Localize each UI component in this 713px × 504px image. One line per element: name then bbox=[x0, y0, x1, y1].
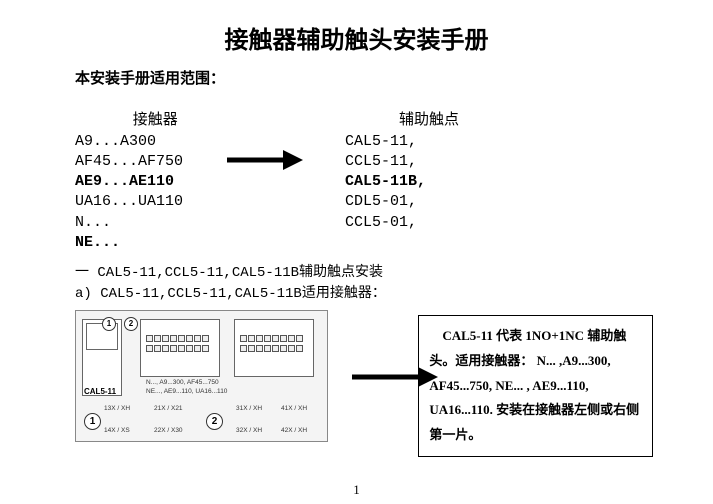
r1-2: 31X / XH bbox=[236, 405, 262, 412]
right-column: 辅助触点 CAL5-11, CCL5-11, CAL5-11B, CDL5-01… bbox=[345, 90, 459, 253]
wiring-diagram: 1 2 CAL5-11 N..., A9...300, AF45...750 N… bbox=[75, 310, 328, 442]
page-number: 1 bbox=[0, 482, 713, 498]
left-r3: UA16...UA110 bbox=[75, 193, 183, 210]
left-r4: N... bbox=[75, 214, 111, 231]
right-col-header: 辅助触点 bbox=[399, 112, 459, 128]
left-r5: NE... bbox=[75, 234, 120, 251]
diag-note1: N..., A9...300, AF45...750 bbox=[146, 379, 219, 386]
diag-note2: NE..., AE9...110, UA16...110 bbox=[146, 388, 227, 395]
lower-row: 1 2 CAL5-11 N..., A9...300, AF45...750 N… bbox=[75, 310, 653, 456]
r1-3: 41X / XH bbox=[281, 405, 307, 412]
right-r0: CAL5-11, bbox=[345, 133, 417, 150]
scope-line: 本安装手册适用范围： bbox=[75, 67, 653, 88]
left-col-header: 接触器 bbox=[129, 112, 178, 128]
model-columns: 接触器 A9...A300 AF45...AF750 AE9...AE110 U… bbox=[75, 90, 653, 253]
right-r1: CCL5-11, bbox=[345, 153, 417, 170]
right-r2: CAL5-11B, bbox=[345, 173, 426, 190]
r2-2: 32X / XH bbox=[236, 427, 262, 434]
left-r2: AE9...AE110 bbox=[75, 173, 174, 190]
r1-1: 21X / X21 bbox=[154, 405, 183, 412]
section-heading-1: 一 CAL5-11,CCL5-11,CAL5-11B辅助触点安装 a) CAL5… bbox=[75, 263, 653, 304]
left-r1: AF45...AF750 bbox=[75, 153, 183, 170]
diag-big-circ-1: 1 bbox=[84, 413, 101, 430]
right-r4: CCL5-01, bbox=[345, 214, 417, 231]
arrow-right-icon-2 bbox=[350, 365, 440, 389]
description-box: CAL5-11 代表 1NO+1NC 辅助触头。适用接触器： N... ,A9.… bbox=[418, 315, 653, 456]
diag-circ-2: 2 bbox=[124, 317, 138, 331]
r1-0: 13X / XH bbox=[104, 405, 130, 412]
left-r0: A9...A300 bbox=[75, 133, 156, 150]
page-title: 接触器辅助触头安装手册 bbox=[60, 20, 653, 55]
r2-3: 42X / XH bbox=[281, 427, 307, 434]
diag-big-circ-2: 2 bbox=[206, 413, 223, 430]
arrow-right-icon bbox=[225, 148, 305, 172]
r2-0: 14X / XS bbox=[104, 427, 130, 434]
diag-label: CAL5-11 bbox=[84, 387, 116, 396]
right-r3: CDL5-01, bbox=[345, 193, 417, 210]
r2-1: 22X / X30 bbox=[154, 427, 183, 434]
